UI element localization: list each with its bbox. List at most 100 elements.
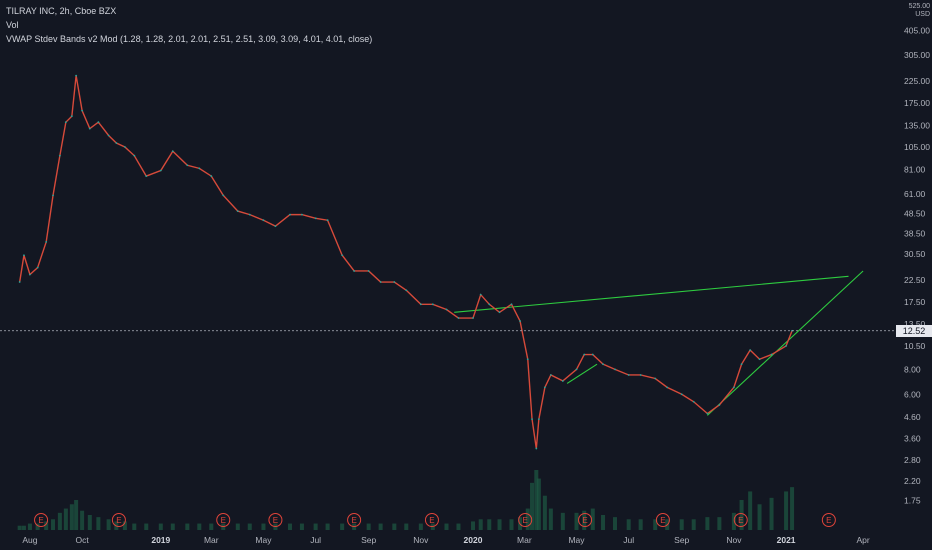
volume-bar [456,523,461,530]
price-point [58,154,61,157]
volume-bar [122,521,127,530]
earnings-marker-label: E [826,516,831,525]
volume-bar [638,519,643,530]
trendline [566,363,598,384]
price-point [115,142,118,144]
volume-bar [574,512,579,530]
price-point [29,273,31,276]
price-tick-label: 8.00 [904,364,921,374]
price-tick-label: 135.00 [904,120,930,130]
symbol-title[interactable]: TILRAY INC, 2h, Cboe BZX [6,6,117,16]
price-point [393,281,396,283]
volume-bar [299,523,304,530]
price-point [274,225,277,228]
volume-bar [185,523,190,530]
price-tick-label: 30.50 [904,249,926,259]
time-tick-label: Aug [22,535,37,545]
volume-bar [197,523,202,530]
volume-bar [170,523,175,530]
price-tick-label: 10.50 [904,341,926,351]
price-point [222,194,225,197]
vwap-indicator-label[interactable]: VWAP Stdev Bands v2 Mod (1.28, 1.28, 2.0… [6,34,373,44]
volume-bar [340,523,345,530]
price-tick-label: 2.20 [904,476,921,486]
volume-bar [560,512,565,530]
volume-bar [287,523,292,530]
price-point [45,241,48,243]
earnings-marker-label: E [523,516,528,525]
volume-bar [51,519,56,530]
volume-bar [80,510,85,530]
earnings-marker [34,513,49,527]
earnings-marker-label: E [273,516,278,525]
price-point [159,169,162,172]
volume-bar [530,482,535,530]
price-point [680,393,683,396]
volume-bar [487,519,492,530]
price-point [510,303,513,306]
last-price-tag: 12.52 [896,324,932,337]
price-tick-label: 61.00 [904,189,926,199]
time-tick-label: May [568,535,585,545]
volume-bar [525,508,530,530]
price-tick-label: 175.00 [904,98,930,108]
earnings-marker [424,513,439,527]
price-point [133,154,136,157]
price-point [123,146,126,148]
price-point [706,412,709,415]
price-point [301,213,303,216]
price-point [36,266,39,269]
volume-bar [63,508,68,530]
price-tick-label: 3.60 [904,433,921,443]
earnings-marker-label: E [221,516,226,525]
currency-code: USD [915,11,930,18]
price-point [198,167,201,170]
earnings-marker-label: E [351,516,356,525]
time-tick-label: Nov [413,535,429,545]
volume-bar [757,504,762,530]
time-tick-label: 2020 [464,535,483,545]
volume-bar [509,519,514,530]
price-point [575,368,578,371]
price-point [457,317,460,319]
price-point [654,377,657,380]
price-point [531,418,533,421]
price-tick-label: 48.50 [904,209,926,219]
time-tick-label: Jul [310,535,321,545]
volume-bar [679,519,684,530]
price-point [52,194,54,197]
price-point [488,303,491,306]
price-point [692,400,695,403]
trendlines [454,270,864,416]
price-point [472,317,474,319]
volume-indicator-label[interactable]: Vol [6,20,19,30]
trendline [454,275,849,313]
price-point [639,374,642,376]
volume-bar [418,523,423,530]
price-point [535,447,538,450]
price-series [18,74,793,450]
time-tick-label: Sep [361,535,376,545]
earnings-marker [733,513,748,527]
volume-bar [247,523,252,530]
price-point [627,374,630,376]
currency-label[interactable]: 525.00 USD [906,3,930,19]
volume-bar [784,491,789,530]
price-point [236,210,239,213]
price-point [70,115,73,118]
earnings-marker [578,513,593,527]
time-tick-label: Oct [75,535,89,545]
time-tick-label: Jul [623,535,634,545]
price-point [210,175,213,177]
price-point [666,386,669,389]
volume-bar [313,523,318,530]
volume-bar [601,515,606,530]
price-point [479,293,482,296]
volume-bar [96,517,101,530]
volume-bar [235,523,240,530]
price-point [341,254,344,257]
price-tick-label: 305.00 [904,50,930,60]
